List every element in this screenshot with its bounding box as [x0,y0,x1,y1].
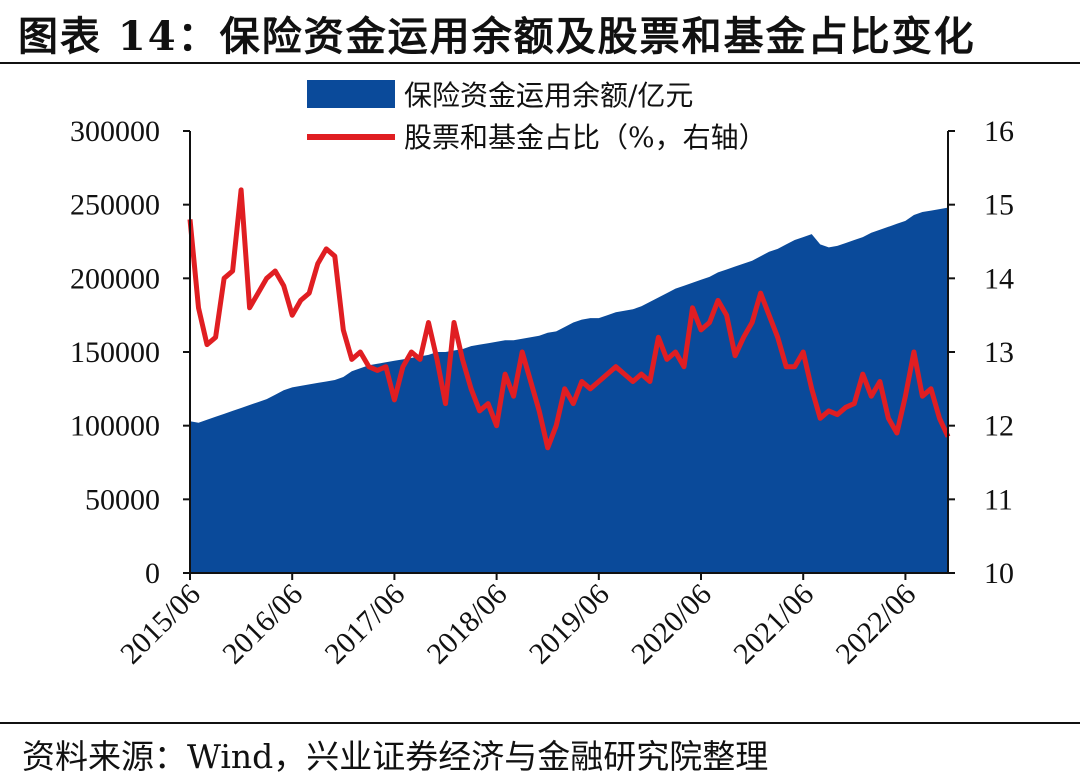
x-tick-label: 2017/06 [318,578,411,671]
x-tick-label: 2020/06 [625,578,718,671]
left-tick-label: 300000 [70,115,160,148]
right-tick-label: 11 [984,483,1013,516]
right-tick-label: 15 [984,189,1014,222]
right-tick-label: 13 [984,336,1014,369]
legend-label-line: 股票和基金占比（%，右轴） [404,121,767,154]
x-tick-label: 2015/06 [114,578,207,671]
left-tick-label: 250000 [70,189,160,222]
left-tick-label: 50000 [85,483,160,516]
x-tick-label: 2018/06 [421,578,514,671]
right-tick-label: 12 [984,410,1014,443]
right-tick-label: 10 [984,557,1014,590]
source-note: 资料来源：Wind，兴业证券经济与金融研究院整理 [22,730,768,778]
x-tick-label: 2016/06 [216,578,309,671]
right-tick-label: 14 [984,262,1014,295]
left-tick-label: 200000 [70,262,160,295]
area-series-fund-balance [190,208,948,573]
x-tick-label: 2022/06 [829,578,922,671]
source-divider [0,722,1080,724]
plot-area [190,190,948,573]
right-tick-label: 16 [984,115,1014,148]
legend-swatch-area [307,80,395,108]
x-tick-label: 2021/06 [727,578,820,671]
left-tick-label: 150000 [70,336,160,369]
legend-label-area: 保险资金运用余额/亿元 [404,79,693,112]
chart: 0 50000 100000 150000 200000 250000 300000 10 11… [0,0,1080,720]
left-tick-label: 100000 [70,410,160,443]
x-tick-label: 2019/06 [523,578,616,671]
left-tick-label: 0 [145,557,160,590]
